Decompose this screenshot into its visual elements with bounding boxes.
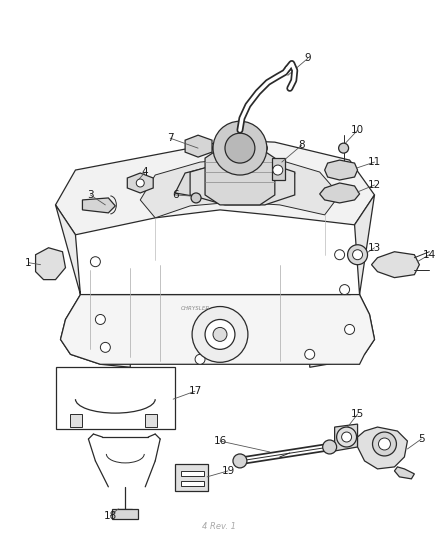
Circle shape [192,306,247,362]
Text: 4: 4 [141,167,148,177]
Polygon shape [334,424,357,451]
Circle shape [212,121,266,175]
Text: 6: 6 [171,190,178,200]
Circle shape [136,179,144,187]
Circle shape [191,193,201,203]
Circle shape [352,250,362,260]
Circle shape [95,314,105,325]
Polygon shape [71,414,82,427]
Polygon shape [357,427,406,469]
Text: 19: 19 [221,466,234,476]
Polygon shape [82,198,115,213]
Text: 4 Rev. 1: 4 Rev. 1 [201,522,236,531]
Polygon shape [35,248,65,280]
Polygon shape [60,295,374,364]
Text: 1: 1 [25,257,32,268]
Circle shape [334,250,344,260]
Polygon shape [394,467,413,479]
Circle shape [338,143,348,153]
Polygon shape [145,414,157,427]
Polygon shape [55,205,130,367]
Text: 3: 3 [87,190,93,200]
Circle shape [339,285,349,295]
Polygon shape [175,163,294,200]
Text: 5: 5 [417,434,424,444]
Circle shape [347,245,367,265]
Circle shape [233,454,246,468]
Circle shape [341,432,351,442]
Circle shape [304,349,314,359]
Text: 16: 16 [213,436,226,446]
Circle shape [205,319,234,349]
Circle shape [336,427,356,447]
Polygon shape [324,160,357,180]
Circle shape [100,342,110,352]
Polygon shape [140,158,339,218]
Polygon shape [175,464,208,491]
Text: 12: 12 [367,180,380,190]
Text: 13: 13 [367,243,380,253]
Polygon shape [55,367,175,429]
Circle shape [272,165,282,175]
Text: 8: 8 [298,140,304,150]
Polygon shape [55,140,374,235]
Polygon shape [371,252,418,278]
Circle shape [378,438,389,450]
Text: 10: 10 [350,125,363,135]
Polygon shape [190,162,294,205]
Text: 7: 7 [166,133,173,143]
Text: 11: 11 [367,157,380,167]
Circle shape [90,257,100,266]
Circle shape [344,325,354,334]
Text: 18: 18 [103,511,117,521]
Circle shape [322,440,336,454]
Polygon shape [309,195,374,367]
Circle shape [372,432,396,456]
Polygon shape [205,148,274,205]
Circle shape [224,133,254,163]
Text: 17: 17 [188,386,201,396]
Polygon shape [271,158,284,180]
Polygon shape [181,481,204,486]
Text: 14: 14 [422,250,435,260]
Text: 9: 9 [304,53,311,63]
Polygon shape [185,135,212,157]
Polygon shape [127,173,153,193]
Text: 15: 15 [350,409,364,419]
Polygon shape [181,471,204,476]
Text: CHRYSLER: CHRYSLER [180,305,209,311]
Polygon shape [112,508,138,519]
Circle shape [212,327,226,341]
Polygon shape [319,183,359,203]
Circle shape [194,354,205,364]
